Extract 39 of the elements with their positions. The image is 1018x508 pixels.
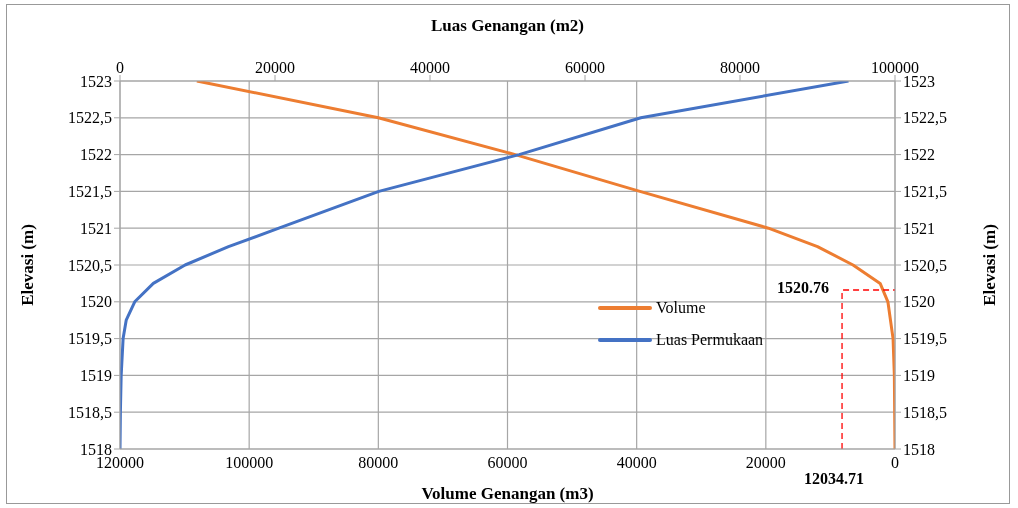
y2-tick-label: 1521,5 bbox=[903, 183, 947, 201]
x-tick-label: 0 bbox=[891, 454, 899, 472]
y-tick-label: 1520 bbox=[80, 293, 112, 311]
x-tick-label: 100000 bbox=[225, 454, 274, 472]
y2-tick-label: 1520,5 bbox=[903, 256, 947, 274]
x2-axis-title: Luas Genangan (m2) bbox=[430, 16, 585, 36]
y-tick-label: 1519 bbox=[80, 367, 112, 385]
x2-tick-label: 80000 bbox=[720, 59, 760, 76]
x-tick-label: 20000 bbox=[745, 454, 786, 472]
x-tick-label: 60000 bbox=[487, 454, 528, 472]
y2-tick-label: 1522,5 bbox=[903, 109, 947, 127]
y2-tick-label: 1518,5 bbox=[903, 403, 947, 421]
legend-label: Luas Permukaan bbox=[656, 331, 764, 349]
x-tick-label: 80000 bbox=[358, 454, 399, 472]
y-tick-label: 1522,5 bbox=[68, 109, 112, 127]
y-tick-label: 1521,5 bbox=[68, 183, 112, 201]
x2-tick-label: 40000 bbox=[410, 59, 450, 76]
y2-tick-label: 1522 bbox=[903, 146, 935, 164]
y2-tick-label: 1519 bbox=[903, 367, 935, 385]
y2-axis-title: Elevasi (m) bbox=[980, 224, 1000, 306]
y2-tick-label: 1520 bbox=[903, 293, 935, 311]
y-tick-label: 1521 bbox=[80, 219, 112, 237]
x-tick-label: 40000 bbox=[616, 454, 657, 472]
text: 12034.71 bbox=[804, 470, 864, 488]
y-tick-label: 1520,5 bbox=[68, 256, 112, 274]
y-tick-label: 1522 bbox=[80, 146, 112, 164]
y2-tick-label: 1518 bbox=[903, 440, 935, 458]
y-tick-label: 1519,5 bbox=[68, 330, 112, 348]
x2-tick-label: 0 bbox=[116, 59, 124, 76]
y-tick-label: 1523 bbox=[80, 72, 112, 90]
y2-tick-label: 1519,5 bbox=[903, 330, 947, 348]
y-tick-label: 1518,5 bbox=[68, 403, 112, 421]
annotation: 1520.76 bbox=[777, 279, 829, 297]
x2-tick-label: 60000 bbox=[565, 59, 605, 76]
y2-tick-label: 1521 bbox=[903, 219, 935, 237]
y-axis-title: Elevasi (m) bbox=[18, 224, 38, 306]
legend-label: Volume bbox=[656, 299, 706, 317]
x-axis-title: Volume Genangan (m3) bbox=[421, 484, 594, 503]
x2-tick-label: 20000 bbox=[255, 59, 295, 76]
